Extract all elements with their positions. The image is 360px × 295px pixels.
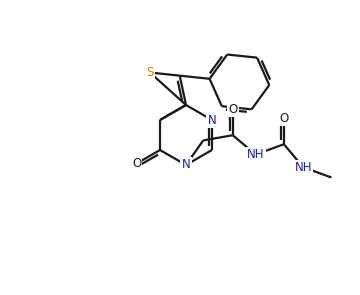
Text: O: O [279,112,288,125]
Text: N: N [181,158,190,171]
Text: NH: NH [294,161,312,174]
Text: S: S [146,66,154,79]
Text: N: N [208,114,216,127]
Text: O: O [228,103,237,116]
Text: O: O [132,157,141,170]
Text: NH: NH [247,148,265,161]
